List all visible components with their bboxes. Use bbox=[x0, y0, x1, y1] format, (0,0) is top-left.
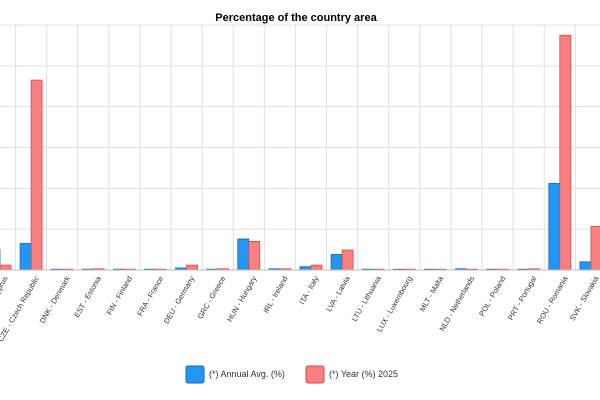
x-tick-label-nld-netherlands: NLD - Netherlands bbox=[437, 274, 476, 333]
legend-item-year-2025[interactable]: (*) Year (%) 2025 bbox=[305, 365, 398, 384]
bar-rou-romania-series-0[interactable] bbox=[548, 183, 561, 271]
bar-hun-hungary-series-0[interactable] bbox=[237, 238, 250, 271]
legend-swatch-annual-avg bbox=[185, 365, 205, 384]
x-tick-label-svk-slovakia: SVK - Slovakia bbox=[568, 274, 600, 323]
chart-title: Percentage of the country area bbox=[215, 12, 377, 24]
bars bbox=[0, 34, 600, 271]
x-tick-label-ltu-lithuania: LTU - Lithuania bbox=[350, 274, 384, 323]
x-tick-label-irl-ireland: IRL - Ireland bbox=[261, 275, 289, 315]
x-tick-label-pol-poland: POL - Poland bbox=[477, 274, 507, 317]
x-tick-label-cyp-cyprus: CYP - Cyprus bbox=[0, 274, 10, 318]
x-tick-label-dnk-denmark: DNK - Denmark bbox=[38, 274, 72, 325]
legend-label-annual-avg: (*) Annual Avg. (%) bbox=[209, 369, 285, 379]
bar-lva-latvia-series-1[interactable] bbox=[341, 249, 354, 271]
bar-cze-czech-republic-series-0[interactable] bbox=[19, 243, 32, 271]
bar-svk-slovakia-series-0[interactable] bbox=[579, 261, 592, 271]
x-tick-label-mlt-malta: MLT - Malta bbox=[418, 274, 446, 313]
x-tick-label-grc-greece: GRC - Greece bbox=[196, 275, 228, 321]
x-tick-label-lux-luxembourg: LUX - Luxembourg bbox=[375, 275, 414, 334]
bar-deu-germany-series-1[interactable] bbox=[186, 264, 199, 271]
x-tick-label-fra-france: FRA - France bbox=[135, 275, 165, 318]
x-tick-label-prt-portugal: PRT - Portugal bbox=[506, 274, 539, 322]
bar-lva-latvia-series-0[interactable] bbox=[330, 254, 343, 271]
x-tick-label-est-estonia: EST - Estonia bbox=[72, 274, 103, 319]
x-tick-label-fin-finland: FIN - Finland bbox=[105, 275, 134, 317]
bar-svk-slovakia-series-1[interactable] bbox=[590, 225, 600, 271]
x-tick-label-ita-italy: ITA - Italy bbox=[297, 274, 320, 306]
legend: (*) Annual Avg. (%) (*) Year (%) 2025 bbox=[185, 365, 398, 384]
bar-ita-italy-series-1[interactable] bbox=[310, 264, 323, 271]
x-tick-label-deu-germany: DEU - Germany bbox=[162, 274, 197, 325]
x-tick-label-rou-romania: ROU - Romania bbox=[535, 274, 570, 325]
bar-cyp-cyprus-series-1[interactable] bbox=[0, 264, 12, 271]
bar-rou-romania-series-1[interactable] bbox=[559, 34, 572, 271]
x-tick-label-hun-hungary: HUN - Hungary bbox=[225, 274, 259, 323]
x-tick-label-lva-latvia: LVA - Latvia bbox=[324, 274, 352, 313]
bar-hun-hungary-series-1[interactable] bbox=[248, 241, 261, 271]
legend-label-year-2025: (*) Year (%) 2025 bbox=[329, 369, 398, 379]
legend-swatch-year-2025 bbox=[305, 365, 325, 384]
grid-lines bbox=[0, 24, 600, 271]
bar-cze-czech-republic-series-1[interactable] bbox=[30, 79, 43, 271]
legend-item-annual-avg[interactable]: (*) Annual Avg. (%) bbox=[185, 365, 285, 384]
